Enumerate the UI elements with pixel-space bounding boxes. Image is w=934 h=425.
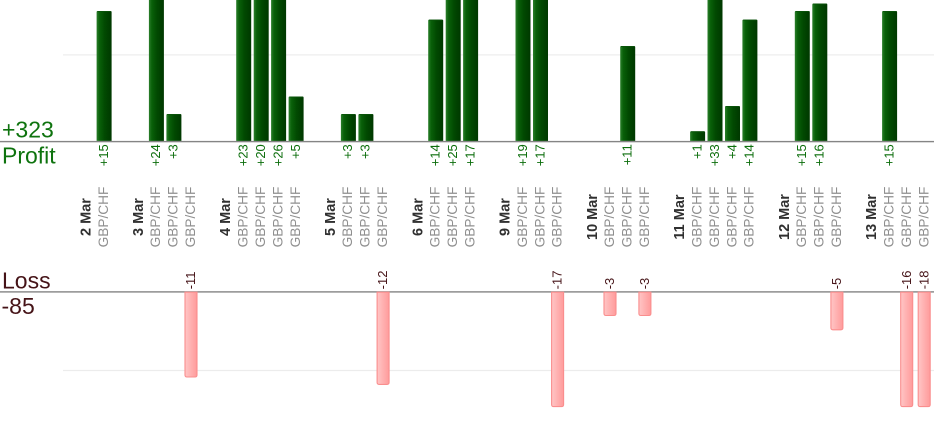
svg-text:GBP/CHF: GBP/CHF [532, 187, 547, 248]
svg-text:GBP/CHF: GBP/CHF [602, 187, 617, 248]
svg-text:12 Mar: 12 Mar [777, 194, 793, 240]
svg-text:GBP/CHF: GBP/CHF [637, 187, 652, 248]
svg-text:GBP/CHF: GBP/CHF [253, 187, 268, 248]
svg-text:GBP/CHF: GBP/CHF [550, 187, 565, 248]
svg-text:+3: +3 [358, 144, 373, 159]
svg-text:+11: +11 [620, 144, 635, 165]
svg-text:4 Mar: 4 Mar [218, 198, 234, 236]
svg-text:+24: +24 [148, 144, 163, 166]
svg-text:Profit: Profit [2, 142, 56, 168]
svg-text:2 Mar: 2 Mar [79, 198, 95, 236]
svg-text:+323: +323 [2, 117, 54, 143]
svg-text:GBP/CHF: GBP/CHF [236, 187, 251, 248]
svg-text:GBP/CHF: GBP/CHF [724, 187, 739, 248]
svg-text:+17: +17 [532, 144, 547, 166]
svg-text:GBP/CHF: GBP/CHF [166, 187, 181, 248]
svg-text:+20: +20 [253, 144, 268, 166]
svg-text:+4: +4 [724, 144, 739, 159]
svg-text:GBP/CHF: GBP/CHF [620, 187, 635, 248]
svg-text:GBP/CHF: GBP/CHF [148, 187, 163, 248]
svg-text:Loss: Loss [2, 267, 51, 293]
svg-text:-5: -5 [829, 278, 844, 290]
svg-text:5 Mar: 5 Mar [323, 198, 339, 236]
svg-text:11 Mar: 11 Mar [672, 194, 688, 239]
svg-text:GBP/CHF: GBP/CHF [899, 187, 914, 248]
svg-text:+33: +33 [707, 144, 722, 166]
svg-text:GBP/CHF: GBP/CHF [428, 187, 443, 248]
svg-text:-16: -16 [899, 271, 914, 290]
svg-text:GBP/CHF: GBP/CHF [742, 187, 757, 248]
svg-text:GBP/CHF: GBP/CHF [340, 187, 355, 248]
svg-text:+17: +17 [462, 144, 477, 166]
svg-text:+16: +16 [812, 144, 827, 166]
svg-text:GBP/CHF: GBP/CHF [96, 187, 111, 248]
svg-text:GBP/CHF: GBP/CHF [183, 187, 198, 248]
svg-text:-18: -18 [916, 271, 931, 290]
svg-text:GBP/CHF: GBP/CHF [462, 187, 477, 248]
svg-text:+3: +3 [340, 144, 355, 159]
svg-text:+14: +14 [742, 144, 757, 166]
svg-text:GBP/CHF: GBP/CHF [794, 187, 809, 248]
svg-text:GBP/CHF: GBP/CHF [916, 187, 931, 248]
svg-text:+5: +5 [288, 144, 303, 159]
svg-text:+15: +15 [881, 144, 896, 166]
svg-text:+26: +26 [270, 144, 285, 166]
svg-text:GBP/CHF: GBP/CHF [445, 187, 460, 248]
svg-text:+15: +15 [96, 144, 111, 166]
svg-text:GBP/CHF: GBP/CHF [689, 187, 704, 248]
svg-text:+15: +15 [794, 144, 809, 166]
svg-text:GBP/CHF: GBP/CHF [515, 187, 530, 248]
svg-text:GBP/CHF: GBP/CHF [270, 187, 285, 248]
svg-text:+19: +19 [515, 144, 530, 166]
svg-text:-17: -17 [550, 271, 565, 290]
svg-text:GBP/CHF: GBP/CHF [375, 187, 390, 248]
svg-text:6 Mar: 6 Mar [410, 198, 426, 236]
svg-text:+3: +3 [166, 144, 181, 159]
svg-text:+23: +23 [236, 144, 251, 166]
svg-text:+14: +14 [428, 144, 443, 166]
svg-text:-3: -3 [637, 278, 652, 290]
svg-text:GBP/CHF: GBP/CHF [881, 187, 896, 248]
svg-text:GBP/CHF: GBP/CHF [829, 187, 844, 248]
svg-text:-85: -85 [2, 293, 35, 319]
svg-text:+1: +1 [689, 144, 704, 159]
svg-text:9 Mar: 9 Mar [498, 198, 514, 236]
svg-text:-11: -11 [183, 271, 198, 289]
svg-text:13 Mar: 13 Mar [864, 194, 880, 240]
svg-text:GBP/CHF: GBP/CHF [812, 187, 827, 248]
svg-text:-12: -12 [375, 271, 390, 290]
svg-text:+25: +25 [445, 144, 460, 166]
svg-text:10 Mar: 10 Mar [585, 194, 601, 240]
svg-text:GBP/CHF: GBP/CHF [358, 187, 373, 248]
svg-text:-3: -3 [602, 278, 617, 290]
svg-text:3 Mar: 3 Mar [131, 198, 147, 236]
svg-text:GBP/CHF: GBP/CHF [707, 187, 722, 248]
svg-text:GBP/CHF: GBP/CHF [288, 187, 303, 248]
